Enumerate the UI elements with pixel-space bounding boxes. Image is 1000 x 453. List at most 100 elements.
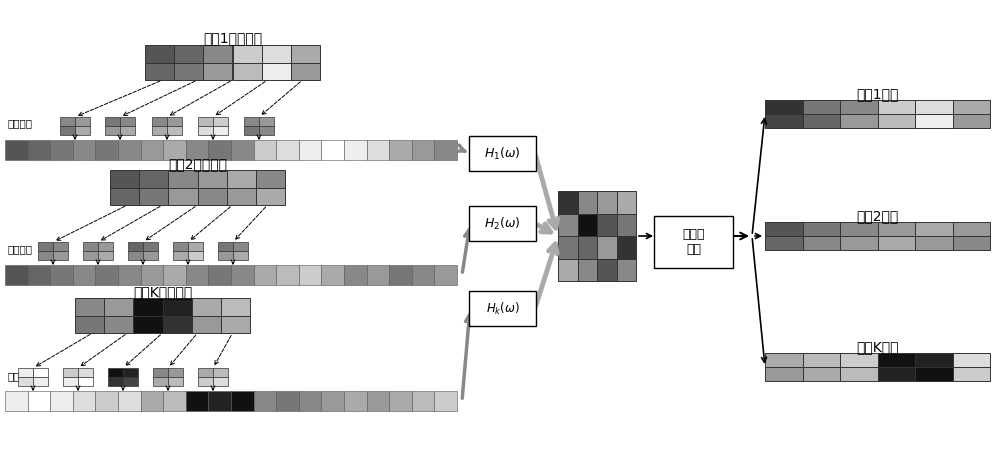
Bar [616, 213, 636, 236]
Bar [321, 140, 344, 160]
Bar [299, 265, 321, 285]
Bar [186, 391, 208, 411]
Bar [153, 377, 168, 386]
Bar [53, 251, 68, 260]
Bar [878, 222, 915, 236]
Bar [123, 368, 138, 377]
Text: 扩展序列: 扩展序列 [7, 118, 32, 128]
Bar [167, 117, 182, 126]
Bar [105, 126, 120, 135]
Bar [33, 368, 48, 377]
Bar [73, 140, 95, 160]
Bar [802, 114, 840, 128]
Bar [50, 140, 73, 160]
Bar [367, 140, 389, 160]
Bar [259, 117, 274, 126]
Bar [558, 213, 578, 236]
Bar [50, 391, 73, 411]
Bar [28, 265, 50, 285]
Text: 用户2数据: 用户2数据 [856, 209, 899, 223]
Text: 扩展序列: 扩展序列 [7, 244, 32, 254]
Bar [558, 191, 578, 213]
Bar [75, 126, 90, 135]
Bar [192, 315, 221, 333]
Bar [203, 45, 232, 63]
Bar [840, 353, 878, 367]
Bar [262, 45, 291, 63]
Bar [344, 391, 367, 411]
Bar [208, 265, 231, 285]
Bar [412, 265, 434, 285]
Bar [128, 242, 143, 251]
Bar [578, 213, 597, 236]
Bar [141, 140, 163, 160]
Bar [259, 126, 274, 135]
Bar [188, 242, 203, 251]
Bar [38, 242, 53, 251]
Bar [141, 391, 163, 411]
Bar [221, 315, 250, 333]
Bar [174, 63, 203, 80]
Bar [188, 251, 203, 260]
Bar [63, 368, 78, 377]
Text: $H_1(\omega)$: $H_1(\omega)$ [484, 145, 521, 162]
Bar [412, 391, 434, 411]
Bar [840, 236, 878, 250]
Bar [108, 368, 123, 377]
Bar [802, 222, 840, 236]
Bar [915, 353, 952, 367]
Bar [60, 126, 75, 135]
Bar [73, 265, 95, 285]
Bar [198, 170, 227, 188]
Bar [244, 117, 259, 126]
Bar [231, 265, 254, 285]
Bar [75, 298, 104, 315]
Bar [152, 126, 167, 135]
Bar [597, 236, 616, 259]
Bar [616, 259, 636, 281]
Bar [133, 298, 163, 315]
Bar [578, 259, 597, 281]
Bar [578, 191, 597, 213]
Bar [952, 236, 990, 250]
Bar [244, 126, 259, 135]
Bar [78, 368, 93, 377]
Bar [276, 391, 299, 411]
Bar [145, 45, 174, 63]
Bar [299, 391, 321, 411]
Bar [344, 140, 367, 160]
Bar [5, 391, 28, 411]
Bar [952, 222, 990, 236]
Bar [578, 236, 597, 259]
Text: 用户2调制符号: 用户2调制符号 [168, 157, 227, 171]
Bar [168, 368, 183, 377]
Bar [840, 114, 878, 128]
Bar [198, 126, 213, 135]
Bar [153, 368, 168, 377]
Bar [765, 353, 802, 367]
Bar [256, 170, 285, 188]
Bar [95, 265, 118, 285]
Bar [110, 170, 139, 188]
Bar [321, 391, 344, 411]
Bar [123, 377, 138, 386]
Bar [218, 251, 233, 260]
Bar [75, 315, 104, 333]
Bar [139, 170, 168, 188]
Bar [73, 391, 95, 411]
Bar [802, 100, 840, 114]
Bar [141, 265, 163, 285]
Bar [878, 114, 915, 128]
Bar [276, 265, 299, 285]
Bar [254, 140, 276, 160]
Bar [38, 251, 53, 260]
Bar [198, 117, 213, 126]
Bar [840, 367, 878, 381]
Text: 用户K调制符号: 用户K调制符号 [133, 285, 192, 299]
Bar [434, 140, 457, 160]
Bar [915, 114, 952, 128]
Bar [321, 265, 344, 285]
Bar [163, 391, 186, 411]
Bar [104, 315, 133, 333]
Bar [118, 391, 141, 411]
